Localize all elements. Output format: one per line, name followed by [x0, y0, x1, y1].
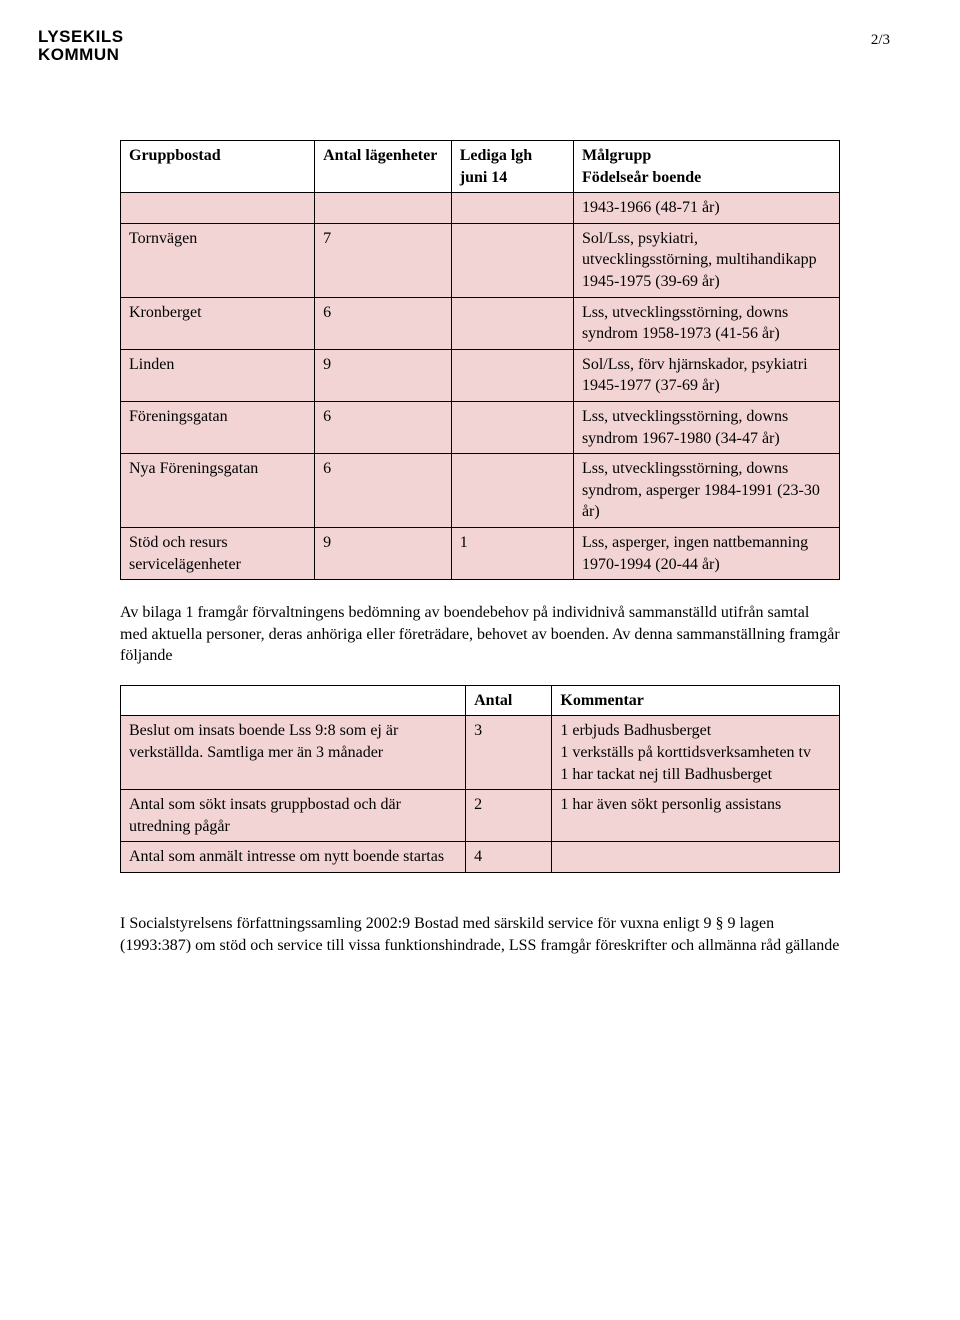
cell-comment: 1 erbjuds Badhusberget1 verkställs på ko…: [552, 716, 840, 790]
cell-vacant: [451, 223, 573, 297]
cell-name: Linden: [121, 349, 315, 401]
cell-count: 3: [466, 716, 552, 790]
th-lediga: Lediga lgh juni 14: [451, 141, 573, 193]
table-row: Nya Föreningsgatan 6 Lss, utvecklingsstö…: [121, 454, 840, 528]
th-kommentar: Kommentar: [552, 685, 840, 716]
cell-name: Stöd och resurs servicelägenheter: [121, 527, 315, 579]
cell-desc: Lss, asperger, ingen nattbemanning 1970-…: [573, 527, 839, 579]
th-antal-lagenheter: Antal lägenheter: [315, 141, 452, 193]
cell-count: 9: [315, 527, 452, 579]
th-gruppbostad: Gruppbostad: [121, 141, 315, 193]
cell-desc: Beslut om insats boende Lss 9:8 som ej ä…: [121, 716, 466, 790]
table-gruppbostad: Gruppbostad Antal lägenheter Lediga lgh …: [120, 140, 840, 580]
th-malgrupp: Målgrupp Födelseår boende: [573, 141, 839, 193]
cell-vacant: [451, 193, 573, 224]
table-row: Antal som anmält intresse om nytt boende…: [121, 842, 840, 873]
logo-line1: LYSEKILS: [38, 27, 124, 46]
cell-desc: Lss, utvecklingsstörning, downs syndrom …: [573, 297, 839, 349]
table-row: Antal som sökt insats gruppbostad och dä…: [121, 790, 840, 842]
cell-name: Kronberget: [121, 297, 315, 349]
table-row: Kronberget 6 Lss, utvecklingsstörning, d…: [121, 297, 840, 349]
cell-vacant: [451, 401, 573, 453]
table-header-row: Gruppbostad Antal lägenheter Lediga lgh …: [121, 141, 840, 193]
cell-name: Tornvägen: [121, 223, 315, 297]
cell-name: Nya Föreningsgatan: [121, 454, 315, 528]
cell-desc: Sol/Lss, förv hjärnskador, psykiatri 194…: [573, 349, 839, 401]
page-content: Gruppbostad Antal lägenheter Lediga lgh …: [120, 140, 840, 956]
cell-count: 7: [315, 223, 452, 297]
logo: LYSEKILS KOMMUN: [38, 28, 124, 64]
table-header-row: Antal Kommentar: [121, 685, 840, 716]
cell-desc: 1943-1966 (48-71 år): [573, 193, 839, 224]
cell-comment: [552, 842, 840, 873]
cell-comment: 1 har även sökt personlig assistans: [552, 790, 840, 842]
cell-count: 6: [315, 454, 452, 528]
table-row: 1943-1966 (48-71 år): [121, 193, 840, 224]
table-row: Stöd och resurs servicelägenheter 9 1 Ls…: [121, 527, 840, 579]
cell-count: [315, 193, 452, 224]
cell-count: 4: [466, 842, 552, 873]
cell-name: [121, 193, 315, 224]
table-row: Föreningsgatan 6 Lss, utvecklingsstörnin…: [121, 401, 840, 453]
cell-desc: Antal som anmält intresse om nytt boende…: [121, 842, 466, 873]
cell-desc: Lss, utvecklingsstörning, downs syndrom …: [573, 401, 839, 453]
table-antal-kommentar: Antal Kommentar Beslut om insats boende …: [120, 685, 840, 873]
th-empty: [121, 685, 466, 716]
page-number: 2/3: [871, 30, 890, 50]
cell-count: 9: [315, 349, 452, 401]
table-row: Beslut om insats boende Lss 9:8 som ej ä…: [121, 716, 840, 790]
logo-line2: KOMMUN: [38, 45, 119, 64]
cell-count: 2: [466, 790, 552, 842]
table-row: Tornvägen 7 Sol/Lss, psykiatri, utveckli…: [121, 223, 840, 297]
th-antal: Antal: [466, 685, 552, 716]
cell-desc: Lss, utvecklingsstörning, downs syndrom,…: [573, 454, 839, 528]
cell-vacant: [451, 297, 573, 349]
cell-desc: Sol/Lss, psykiatri, utvecklingsstörning,…: [573, 223, 839, 297]
paragraph-2: I Socialstyrelsens författningssamling 2…: [120, 913, 840, 956]
cell-count: 6: [315, 297, 452, 349]
cell-desc: Antal som sökt insats gruppbostad och dä…: [121, 790, 466, 842]
cell-vacant: [451, 454, 573, 528]
cell-count: 6: [315, 401, 452, 453]
table-row: Linden 9 Sol/Lss, förv hjärnskador, psyk…: [121, 349, 840, 401]
cell-name: Föreningsgatan: [121, 401, 315, 453]
paragraph-1: Av bilaga 1 framgår förvaltningens bedöm…: [120, 602, 840, 667]
cell-vacant: [451, 349, 573, 401]
cell-vacant: 1: [451, 527, 573, 579]
